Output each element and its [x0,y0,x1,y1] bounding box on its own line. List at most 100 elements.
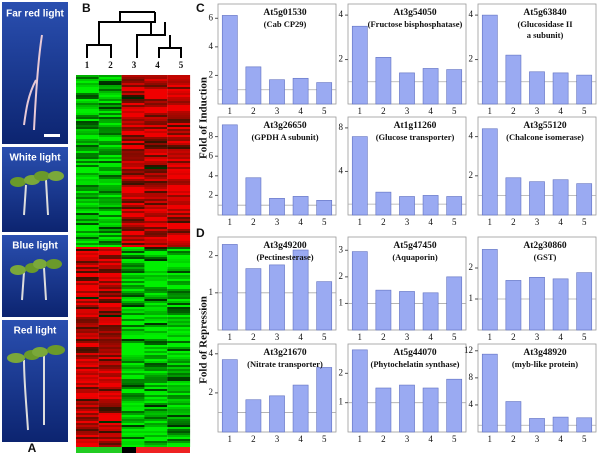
y-tick-label: 2 [209,387,214,397]
x-tick-label: 3 [405,106,410,116]
heat-cell [144,305,168,308]
heat-cell [144,371,168,374]
heat-cell [121,417,145,420]
heat-cell [144,313,168,316]
heat-cell [167,75,191,78]
heat-cell [144,443,168,446]
heat-cell [167,195,191,198]
heat-cell [144,137,168,140]
heat-cell [167,137,191,140]
heat-cell [167,313,191,316]
y-tick-label: 6 [209,150,214,160]
heat-cell [167,209,191,212]
column-label: 1 [85,60,90,70]
heat-cell [76,127,99,130]
x-tick-label: 1 [358,434,363,444]
heat-cell [98,195,122,198]
heat-cell [167,199,191,202]
heat-cell [144,203,168,206]
heat-cell [144,259,168,262]
heat-cell [121,265,145,268]
heat-cell [144,329,168,332]
heat-cell [121,195,145,198]
heat-cell [144,331,168,334]
heat-cell [167,95,191,98]
heat-cell [144,79,168,82]
heat-cell [144,415,168,418]
heat-cell [144,181,168,184]
heat-cell [98,211,122,214]
heat-cell [167,149,191,152]
bar [529,71,545,105]
heat-cell [121,235,145,238]
y-tick-label: 4 [209,41,214,51]
x-tick-label: 5 [452,434,457,444]
heat-cell [167,121,191,124]
heat-cell [144,281,168,284]
heat-cell [144,409,168,412]
heat-cell [76,343,99,346]
heat-cell [76,407,99,410]
heat-cell [76,161,99,164]
chart-subtitle: (Phytochelatin synthase) [370,359,459,369]
heat-cell [98,169,122,172]
heat-cell [121,167,145,170]
heat-cell [76,349,99,352]
heat-cell [121,83,145,86]
heat-cell [121,441,145,444]
heat-cell [144,359,168,362]
heat-cell [98,153,122,156]
heat-cell [76,337,99,340]
heat-cell [98,95,122,98]
heat-cell [167,329,191,332]
x-tick-label: 4 [428,106,433,116]
heat-cell [98,125,122,128]
heat-cell [98,347,122,350]
heat-cell [98,243,122,246]
heat-cell [167,279,191,282]
heat-cell [144,211,168,214]
heat-cell [144,175,168,178]
heat-cell [121,279,145,282]
heat-cell [76,159,99,162]
heat-cell [121,165,145,168]
heat-cell [144,397,168,400]
heat-cell [144,183,168,186]
heat-cell [144,147,168,150]
heat-cell [121,77,145,80]
heat-cell [144,269,168,272]
heat-cell [76,345,99,348]
heat-cell [121,201,145,204]
heat-cell [121,357,145,360]
heat-cell [98,373,122,376]
heat-cell [167,235,191,238]
heat-cell [76,257,99,260]
heat-cell [167,147,191,150]
heat-cell [76,259,99,262]
heat-cell [76,375,99,378]
heat-cell [76,211,99,214]
heat-cell [121,437,145,440]
panel-label: A [28,441,37,455]
heat-cell [121,117,145,120]
heat-cell [144,385,168,388]
chart-title: At5g47450 [393,241,437,251]
heat-cell [98,403,122,406]
y-tick-label: 4 [209,348,214,358]
heat-cell [121,389,145,392]
heat-cell [98,387,122,390]
heat-cell [76,233,99,236]
heat-cell [98,281,122,284]
heat-cell [144,367,168,370]
heat-cell [167,201,191,204]
heat-cell [121,79,145,82]
heat-cell [144,193,168,196]
heat-cell [144,149,168,152]
heatmap [76,75,191,448]
heat-cell [121,381,145,384]
heat-cell [98,377,122,380]
heat-cell [98,111,122,114]
heat-cell [144,405,168,408]
heat-cell [76,309,99,312]
heat-cell [98,383,122,386]
